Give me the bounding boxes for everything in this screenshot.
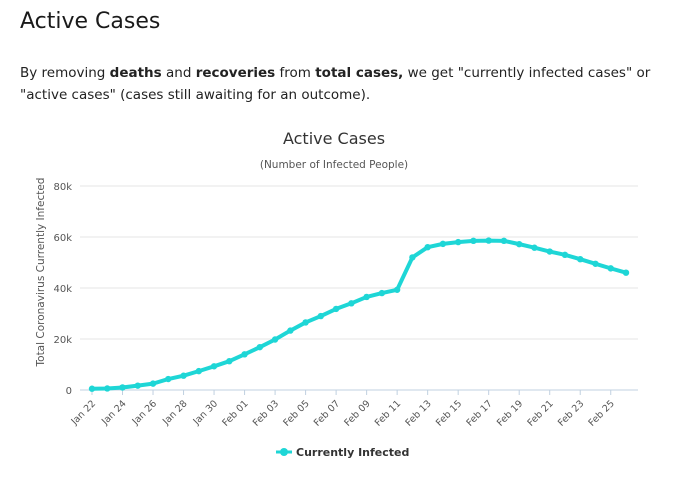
intro-bold-total-cases: total cases,	[315, 65, 404, 81]
data-point[interactable]	[485, 237, 492, 244]
data-point[interactable]	[577, 255, 584, 263]
x-tick-label: Feb 15	[434, 398, 464, 428]
x-tick-label: Feb 05	[281, 398, 311, 428]
data-point[interactable]	[302, 319, 309, 326]
page-title: Active Cases	[20, 9, 161, 34]
data-point[interactable]	[210, 363, 218, 370]
data-point[interactable]	[332, 305, 340, 313]
data-point[interactable]	[180, 372, 187, 379]
data-point[interactable]	[500, 237, 508, 245]
data-point[interactable]	[226, 357, 233, 365]
x-tick-label: Jan 28	[160, 398, 190, 428]
data-point[interactable]	[348, 300, 355, 307]
data-point[interactable]	[424, 244, 431, 251]
data-point[interactable]	[149, 380, 157, 387]
intro-text-3: from	[275, 65, 316, 81]
data-point[interactable]	[287, 327, 294, 334]
intro-text-2: and	[161, 65, 196, 81]
intro-bold-recoveries: recoveries	[195, 65, 276, 81]
data-point[interactable]	[454, 238, 462, 246]
data-point[interactable]	[378, 289, 386, 297]
data-point[interactable]	[561, 251, 569, 259]
x-tick-label: Feb 01	[220, 398, 250, 428]
data-point[interactable]	[592, 260, 599, 267]
x-tick-label: Feb 25	[587, 398, 617, 428]
y-tick-label: 60k	[53, 233, 72, 244]
y-tick-label: 80k	[53, 182, 72, 193]
x-tick-label: Feb 09	[342, 398, 372, 428]
x-tick-label: Feb 21	[525, 398, 555, 428]
legend-marker-icon	[280, 448, 288, 456]
data-point[interactable]	[271, 336, 279, 343]
data-point[interactable]	[165, 375, 172, 383]
data-point[interactable]	[241, 351, 248, 358]
legend-label-currently-infected[interactable]: Currently Infected	[296, 446, 409, 459]
data-point[interactable]	[546, 248, 553, 255]
data-point[interactable]	[516, 240, 523, 248]
data-point[interactable]	[470, 237, 477, 245]
intro-paragraph: By removing deaths and recoveries from t…	[20, 62, 660, 106]
data-point[interactable]	[256, 343, 264, 351]
intro-text-4: we get "currently infected cases" or "ac…	[20, 65, 651, 103]
x-tick-label: Jan 30	[191, 398, 221, 428]
chart-title: Active Cases	[283, 129, 385, 148]
data-point[interactable]	[607, 265, 614, 272]
x-tick-label: Feb 13	[403, 398, 433, 428]
x-tick-label: Jan 24	[99, 398, 129, 428]
data-point[interactable]	[363, 293, 370, 301]
x-tick-label: Feb 17	[464, 398, 494, 428]
y-tick-label: 40k	[53, 284, 72, 295]
data-point[interactable]	[409, 254, 416, 261]
x-tick-label: Jan 26	[130, 398, 160, 428]
intro-bold-deaths: deaths	[109, 65, 162, 81]
x-tick-label: Feb 11	[373, 398, 403, 428]
data-point[interactable]	[622, 269, 630, 276]
chart-subtitle: (Number of Infected People)	[260, 159, 408, 171]
data-point[interactable]	[119, 384, 126, 391]
data-point[interactable]	[195, 367, 202, 375]
active-cases-chart: Active Cases (Number of Infected People)…	[35, 129, 638, 459]
x-tick-label: Jan 22	[69, 398, 99, 428]
y-tick-label: 0	[66, 386, 72, 397]
data-point[interactable]	[88, 385, 96, 392]
x-tick-label: Feb 23	[556, 398, 586, 428]
chart-legend[interactable]: Currently Infected	[276, 446, 409, 459]
x-tick-label: Feb 07	[312, 398, 342, 428]
x-tick-label: Feb 19	[495, 398, 525, 428]
y-tick-label: 20k	[53, 335, 72, 346]
data-point[interactable]	[531, 244, 538, 251]
data-point[interactable]	[317, 312, 325, 320]
x-tick-label: Feb 03	[251, 398, 281, 428]
data-point[interactable]	[134, 382, 141, 389]
data-point[interactable]	[393, 286, 401, 293]
y-axis-label: Total Coronavirus Currently Infected	[35, 178, 47, 368]
series-line-currently-infected	[90, 238, 628, 391]
intro-text-1: By removing	[20, 65, 110, 81]
data-point[interactable]	[104, 385, 111, 392]
data-point[interactable]	[439, 240, 447, 248]
chart-container: Active Cases (Number of Infected People)…	[0, 118, 680, 477]
